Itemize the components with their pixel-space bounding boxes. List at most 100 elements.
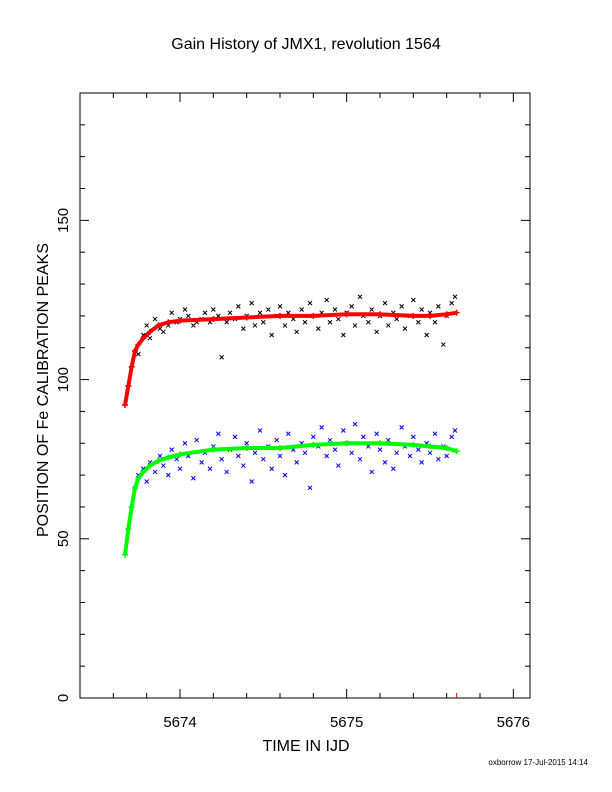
lower_raw-point [177,466,183,472]
upper_raw-point [202,310,208,316]
lower_raw-point [432,431,438,437]
lower_raw-point [169,447,175,452]
y-tick-label: 100 [55,367,72,392]
lower_raw-point [260,456,266,462]
upper_raw-point [249,300,255,306]
upper_raw-point [324,297,330,303]
upper_raw-point [419,307,425,312]
lower_raw-point [235,453,241,459]
lower_fit-point [427,443,433,450]
lower_raw-point [144,479,150,484]
upper_raw-point [265,307,271,312]
upper_raw-point [402,326,408,331]
upper_fit-point [155,322,162,329]
upper_fit-point [410,312,417,319]
upper_raw-point [399,303,405,309]
lower_fit-point [453,448,460,455]
lower_raw-point [194,437,200,443]
upper_fit-point [165,319,172,326]
lower_raw-point [374,431,380,437]
upper_raw-point [374,329,380,335]
upper_fit-point [210,316,217,323]
lower_raw-point [410,434,416,440]
upper_raw-point [365,319,371,325]
upper_fit-point [277,312,283,319]
lower_fit-point [377,440,383,447]
upper_raw-point [185,313,191,319]
y-tick-label: 50 [55,530,72,547]
upper_fit-point [343,311,350,318]
y-tick-label: 150 [55,208,72,233]
lower_fit-point [443,445,450,452]
x-tick-label: 5676 [497,714,530,731]
lower_raw-point [190,475,196,481]
lower_raw-point [307,485,313,491]
lower_raw-point [324,453,330,459]
upper_raw-point [385,323,391,328]
upper_raw-point [394,316,400,322]
lower_fit-point [343,440,350,447]
lower_raw-point [327,437,333,443]
upper_fit-point [125,382,132,389]
upper_raw-point [315,326,321,331]
lower_raw-point [269,466,275,472]
upper_raw-point [449,300,455,306]
lower_fit-line [123,441,458,555]
lower_raw-point [349,450,355,456]
upper_raw-point [440,342,446,347]
lower_raw-point [240,463,246,468]
upper_raw-point [135,351,141,357]
lower_fit-point [155,457,162,464]
lower_raw-point [294,460,300,465]
upper_raw-point [252,323,258,328]
lower_raw-point [215,431,221,437]
lower_raw-point [444,453,450,459]
upper_raw-point [210,307,216,312]
upper_fit-point [177,317,183,324]
lower_fit-point [277,445,283,452]
lower_raw-point [352,421,358,427]
lower_raw-point [407,453,413,459]
chart-title: Gain History of JMX1, revolution 1564 [171,36,441,53]
upper_fit-point [443,311,450,318]
lower_fit-point [410,441,417,448]
upper_fit-point [147,328,153,335]
upper_raw-point [219,354,225,360]
upper_raw-point [240,326,246,331]
x-tick-label: 5674 [163,714,196,731]
upper_fit-point [122,402,128,409]
upper_raw-point [299,307,305,312]
lower_fit-point [147,462,153,469]
lower_raw-point [165,472,171,478]
lower_raw-point [282,472,288,478]
lower_raw-point [160,463,166,468]
upper_raw-point [332,307,338,312]
upper_raw-point [415,319,421,325]
lower_fit-point [177,451,183,458]
lower_fit-point [122,551,128,558]
upper_raw-point [182,307,188,312]
lower_fit-point [165,454,172,461]
upper_raw-point [224,319,230,325]
lower_raw-point [182,440,188,446]
upper_raw-point [452,294,458,300]
x-axis-label: TIME IN IJD [262,738,350,755]
lower_raw-point [340,428,346,433]
lower_raw-point [390,466,396,472]
lower_raw-point [199,460,205,465]
lower_fit-point [140,468,147,475]
lower_raw-point [252,450,258,456]
footer-stamp: oxborrow 17-Jul-2015 14:14 [488,758,588,767]
upper_raw-point [335,316,341,322]
lower_raw-point [394,450,400,456]
lower_fit-point [243,445,250,452]
lower_raw-point [335,463,341,468]
upper_fit-point [135,341,142,348]
upper_raw-point [349,303,355,309]
y-axis-label: POSITION OF Fe CALIBRATION PEAKS [35,243,52,537]
upper_fit-point [453,309,460,316]
lower_fit-point [132,484,138,491]
y-tick-label: 0 [55,694,72,702]
upper_raw-point [257,310,263,316]
lower_raw-point [399,424,405,430]
